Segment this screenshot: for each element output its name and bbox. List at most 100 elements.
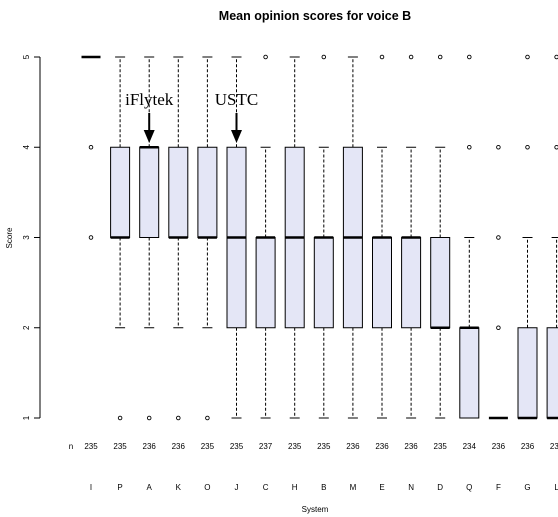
box [255,237,276,329]
system-label-D: D [437,483,443,492]
boxplot-J [226,56,247,419]
outlier-point [467,54,472,60]
n-count-C: 237 [259,442,273,451]
boxplot-L [546,54,558,420]
n-count-E: 236 [375,442,389,451]
outlier-point [379,54,385,60]
n-count-G: 236 [521,442,535,451]
box [372,237,392,329]
box [197,146,218,238]
outlier-point [88,235,94,240]
system-label-J: J [235,483,239,492]
boxplot-N [401,54,422,419]
y-axis-label: Score [5,227,14,248]
system-label-E: E [379,483,384,492]
n-count-O: 235 [201,442,215,451]
boxplot-C [255,54,276,419]
outlier-point [525,144,530,150]
system-label-H: H [292,483,298,492]
system-label-Q: Q [466,483,472,492]
outlier-point [408,54,414,60]
system-label-A: A [147,483,153,492]
n-count-I: 235 [84,442,98,451]
box [459,327,480,419]
n-count-D: 235 [434,442,448,451]
annotation-arrow-head [231,130,242,143]
box [168,146,189,238]
system-label-B: B [321,483,326,492]
box [546,327,558,419]
outlier-point [321,54,327,60]
n-row-label: n [69,442,73,451]
boxplot-K [168,56,189,421]
annotation-label: iFlytek [125,90,174,109]
annotation-label: USTC [215,90,258,109]
annotation-arrow-head [143,130,155,143]
outlier-point [554,145,558,150]
outlier-point [467,144,472,150]
box [110,146,131,238]
system-label-K: K [176,483,182,492]
outlier-point [525,54,530,60]
outlier-point [205,415,210,421]
y-ticks: 1 2 3 4 5 [22,54,40,420]
box [313,237,334,329]
n-count-J: 235 [230,442,244,451]
chart-title: Mean opinion scores for voice B [219,9,411,23]
x-labels: 235 I 235 P 236 A 236 K 235 O 235 J 237 C 235 H 235 B 236 M… [84,442,558,492]
y-tick-label: 4 [22,144,31,149]
boxplot-A [139,56,160,421]
n-count-M: 236 [346,442,360,451]
outlier-point [263,54,268,60]
system-label-P: P [117,483,122,492]
n-count-B: 235 [317,442,331,451]
box [430,237,451,329]
x-axis-label: System [302,505,329,514]
boxplots [81,54,558,421]
outlier-point [496,325,501,331]
y-tick-label: 5 [22,54,31,59]
system-label-F: F [496,483,501,492]
box [401,237,422,329]
outlier-point [496,235,501,240]
boxplot-D [430,54,451,419]
boxplot-E [372,54,392,419]
annotations: iFlytek USTC [125,90,258,143]
boxplot-G [517,54,538,420]
system-label-G: G [524,483,530,492]
outlier-point [496,144,501,150]
system-label-M: M [350,483,357,492]
boxplot-O [197,56,218,421]
boxplot-H [284,56,305,419]
outlier-point [88,144,94,150]
system-label-I: I [90,483,92,492]
system-label-L: L [554,483,558,492]
outlier-point [554,54,558,60]
box [517,327,538,419]
boxplot-M [342,56,363,419]
outlier-point [146,415,152,421]
system-label-N: N [408,483,414,492]
n-count-Q: 234 [463,442,477,451]
y-tick-label: 3 [22,235,31,240]
n-count-P: 235 [113,442,127,451]
n-count-A: 236 [143,442,157,451]
boxplot-I [81,55,101,240]
boxplot-B [313,54,334,419]
y-tick-label: 2 [22,325,31,330]
n-count-H: 235 [288,442,302,451]
box [139,146,160,238]
n-count-N: 236 [404,442,418,451]
system-label-O: O [204,483,210,492]
n-count-K: 236 [172,442,186,451]
system-label-C: C [263,483,269,492]
outlier-point [437,54,443,60]
y-tick-label: 1 [22,415,31,420]
outlier-point [176,415,181,421]
boxplot-Q [459,54,480,419]
n-count-L: 236 [550,442,558,451]
outlier-point [117,415,123,421]
n-count-F: 236 [492,442,506,451]
boxplot-F [488,144,508,420]
